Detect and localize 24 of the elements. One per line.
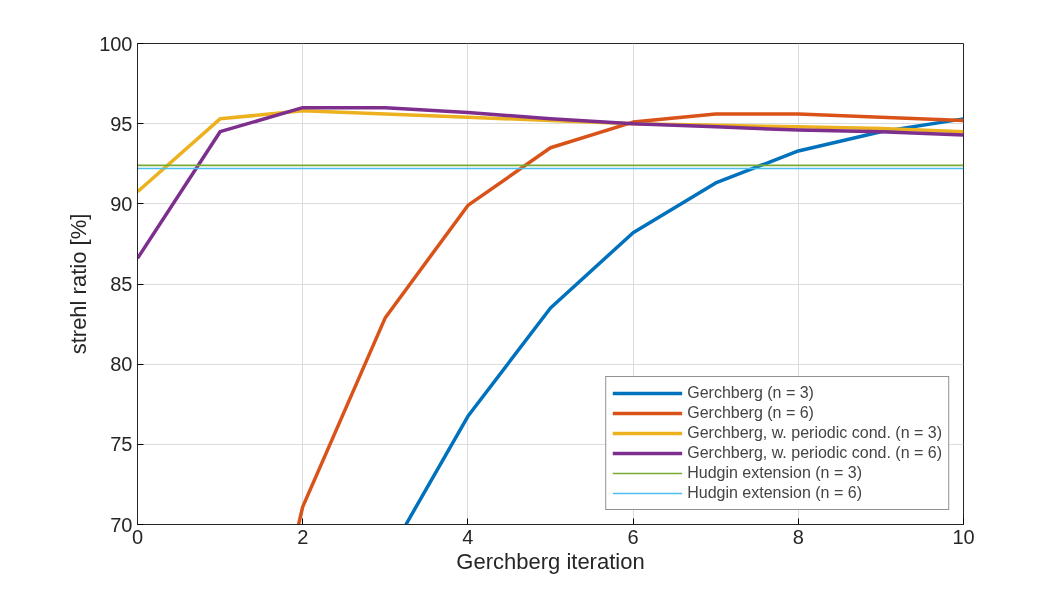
legend-label: Gerchberg (n = 6): [687, 403, 814, 423]
y-tick-label: 80: [110, 353, 133, 376]
y-tick-label: 90: [110, 192, 133, 215]
x-tick-label: 4: [462, 525, 474, 548]
y-axis-title: strehl ratio [%]: [66, 213, 92, 355]
line-series: [296, 112, 964, 525]
legend-label: Gerchberg, w. periodic cond. (n = 3): [687, 423, 942, 443]
x-tick-label: 6: [627, 525, 639, 548]
line-series: [137, 105, 964, 261]
x-tick-label: 10: [952, 525, 975, 548]
y-tick-label: 75: [110, 433, 133, 456]
legend-label: Hudgin extension (n = 6): [687, 483, 862, 503]
x-tick-label: 0: [131, 525, 144, 548]
x-tick-label: 8: [792, 525, 804, 548]
x-axis-title: Gerchberg iteration: [456, 548, 645, 574]
y-tick-label: 100: [99, 32, 133, 55]
x-tick-label: 2: [297, 525, 309, 548]
legend-label: Gerchberg, w. periodic cond. (n = 6): [687, 443, 942, 463]
y-tick-label: 95: [110, 112, 133, 135]
y-tick-label: 70: [110, 513, 133, 536]
legend-label: Gerchberg (n = 3): [687, 383, 814, 403]
legend-label: Hudgin extension (n = 3): [687, 463, 862, 483]
y-tick-label: 85: [110, 273, 133, 295]
line-series: [404, 117, 964, 525]
